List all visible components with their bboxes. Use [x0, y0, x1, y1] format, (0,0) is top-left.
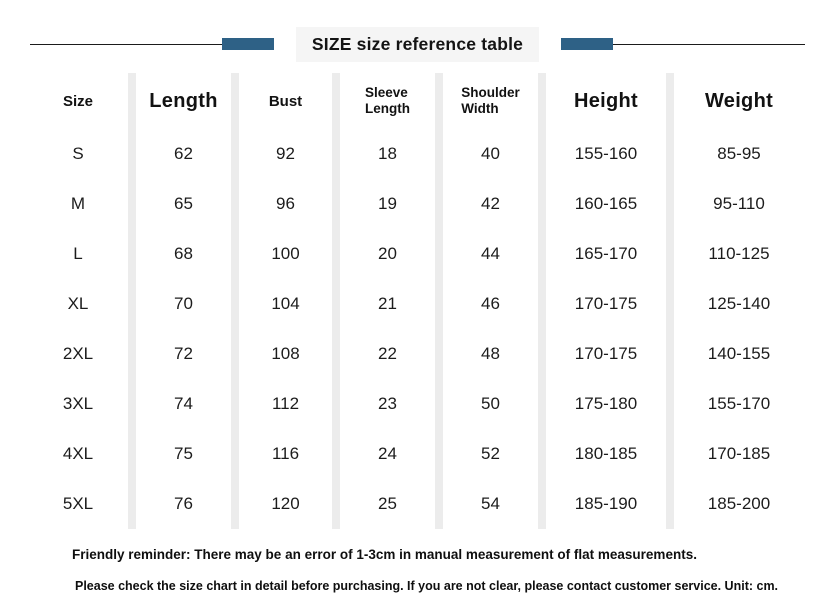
row-label: 4XL — [28, 429, 128, 479]
table-cell: 100 — [239, 229, 332, 279]
table-cell: 160-165 — [546, 179, 666, 229]
table-cell: 155-170 — [674, 379, 804, 429]
size-reference-table: Size Length Bust Sleeve Length Shoulder … — [28, 73, 804, 529]
table-cell: 70 — [136, 279, 231, 329]
table-cell: 19 — [340, 179, 435, 229]
table-cell: 24 — [340, 429, 435, 479]
table-cell: 52 — [443, 429, 538, 479]
column-header-weight: Weight — [674, 73, 804, 129]
table-cell: 170-175 — [546, 279, 666, 329]
section-title-bar: SIZE size reference table — [30, 26, 805, 62]
table-cell: 75 — [136, 429, 231, 479]
table-cell: 165-170 — [546, 229, 666, 279]
table-cell: 46 — [443, 279, 538, 329]
column-header-size: Size — [28, 73, 128, 129]
row-label: 2XL — [28, 329, 128, 379]
table-cell: 112 — [239, 379, 332, 429]
column-header-sleeve-length: Sleeve Length — [340, 73, 435, 129]
table-cell: 175-180 — [546, 379, 666, 429]
table-cell: 85-95 — [674, 129, 804, 179]
table-cell: 22 — [340, 329, 435, 379]
table-cell: 23 — [340, 379, 435, 429]
table-cell: 140-155 — [674, 329, 804, 379]
row-label: S — [28, 129, 128, 179]
table-cell: 68 — [136, 229, 231, 279]
table-cell: 104 — [239, 279, 332, 329]
column-header-shoulder-width: Shoulder Width — [443, 73, 538, 129]
table-cell: 185-190 — [546, 479, 666, 529]
table-cell: 21 — [340, 279, 435, 329]
table-cell: 42 — [443, 179, 538, 229]
column-header-length: Length — [136, 73, 231, 129]
table-cell: 76 — [136, 479, 231, 529]
table-cell: 125-140 — [674, 279, 804, 329]
table-cell: 170-175 — [546, 329, 666, 379]
table-cell: 170-185 — [674, 429, 804, 479]
page-title: SIZE size reference table — [295, 26, 540, 62]
table-cell: 180-185 — [546, 429, 666, 479]
divider-line-right — [613, 43, 805, 45]
table-cell: 50 — [443, 379, 538, 429]
table-cell: 120 — [239, 479, 332, 529]
table-cell: 40 — [443, 129, 538, 179]
table-cell: 65 — [136, 179, 231, 229]
table-cell: 44 — [443, 229, 538, 279]
divider-line-left — [30, 43, 222, 45]
table-cell: 25 — [340, 479, 435, 529]
table-cell: 96 — [239, 179, 332, 229]
table-cell: 95-110 — [674, 179, 804, 229]
table-cell: 62 — [136, 129, 231, 179]
table-cell: 116 — [239, 429, 332, 479]
accent-bar-left — [221, 38, 274, 50]
row-label: 3XL — [28, 379, 128, 429]
table-cell: 92 — [239, 129, 332, 179]
purchase-advice-note: Please check the size chart in detail be… — [75, 579, 779, 593]
row-label: M — [28, 179, 128, 229]
table-cell: 54 — [443, 479, 538, 529]
friendly-reminder-note: Friendly reminder: There may be an error… — [72, 547, 697, 562]
table-cell: 48 — [443, 329, 538, 379]
table-cell: 108 — [239, 329, 332, 379]
row-label: L — [28, 229, 128, 279]
table-cell: 185-200 — [674, 479, 804, 529]
table-cell: 72 — [136, 329, 231, 379]
table-cell: 74 — [136, 379, 231, 429]
table-cell: 155-160 — [546, 129, 666, 179]
column-header-height: Height — [546, 73, 666, 129]
accent-bar-right — [561, 38, 614, 50]
table-cell: 110-125 — [674, 229, 804, 279]
row-label: 5XL — [28, 479, 128, 529]
table-cell: 18 — [340, 129, 435, 179]
column-header-bust: Bust — [239, 73, 332, 129]
row-label: XL — [28, 279, 128, 329]
table-cell: 20 — [340, 229, 435, 279]
